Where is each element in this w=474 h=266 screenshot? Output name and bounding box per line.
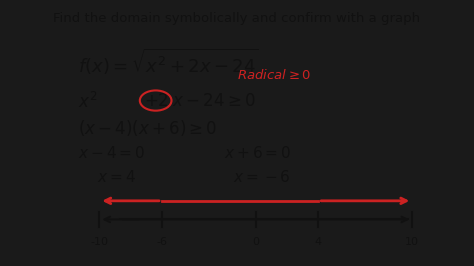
Text: -6: -6 (156, 237, 167, 247)
Text: $+2$: $+2$ (145, 92, 169, 110)
Text: 0: 0 (252, 237, 259, 247)
Text: $x=-6$: $x=-6$ (233, 169, 291, 185)
Text: $x=4$: $x=4$ (97, 169, 136, 185)
Text: Find the domain symbolically and confirm with a graph: Find the domain symbolically and confirm… (54, 12, 420, 25)
Text: $f(x) = \sqrt{x^2+2x-24}$: $f(x) = \sqrt{x^2+2x-24}$ (79, 47, 259, 77)
Text: 4: 4 (315, 237, 322, 247)
Text: 10: 10 (405, 237, 419, 247)
Text: $x-4=0$: $x-4=0$ (79, 145, 146, 161)
Text: $x+6=0$: $x+6=0$ (225, 145, 292, 161)
Text: $x^2$: $x^2$ (79, 92, 98, 112)
Text: $Radical \geq 0$: $Radical \geq 0$ (237, 68, 311, 82)
Text: $x - 24 \geq 0$: $x - 24 \geq 0$ (173, 92, 256, 110)
Text: -10: -10 (91, 237, 109, 247)
Text: $(x-4)(x+6) \geq 0$: $(x-4)(x+6) \geq 0$ (79, 118, 218, 138)
